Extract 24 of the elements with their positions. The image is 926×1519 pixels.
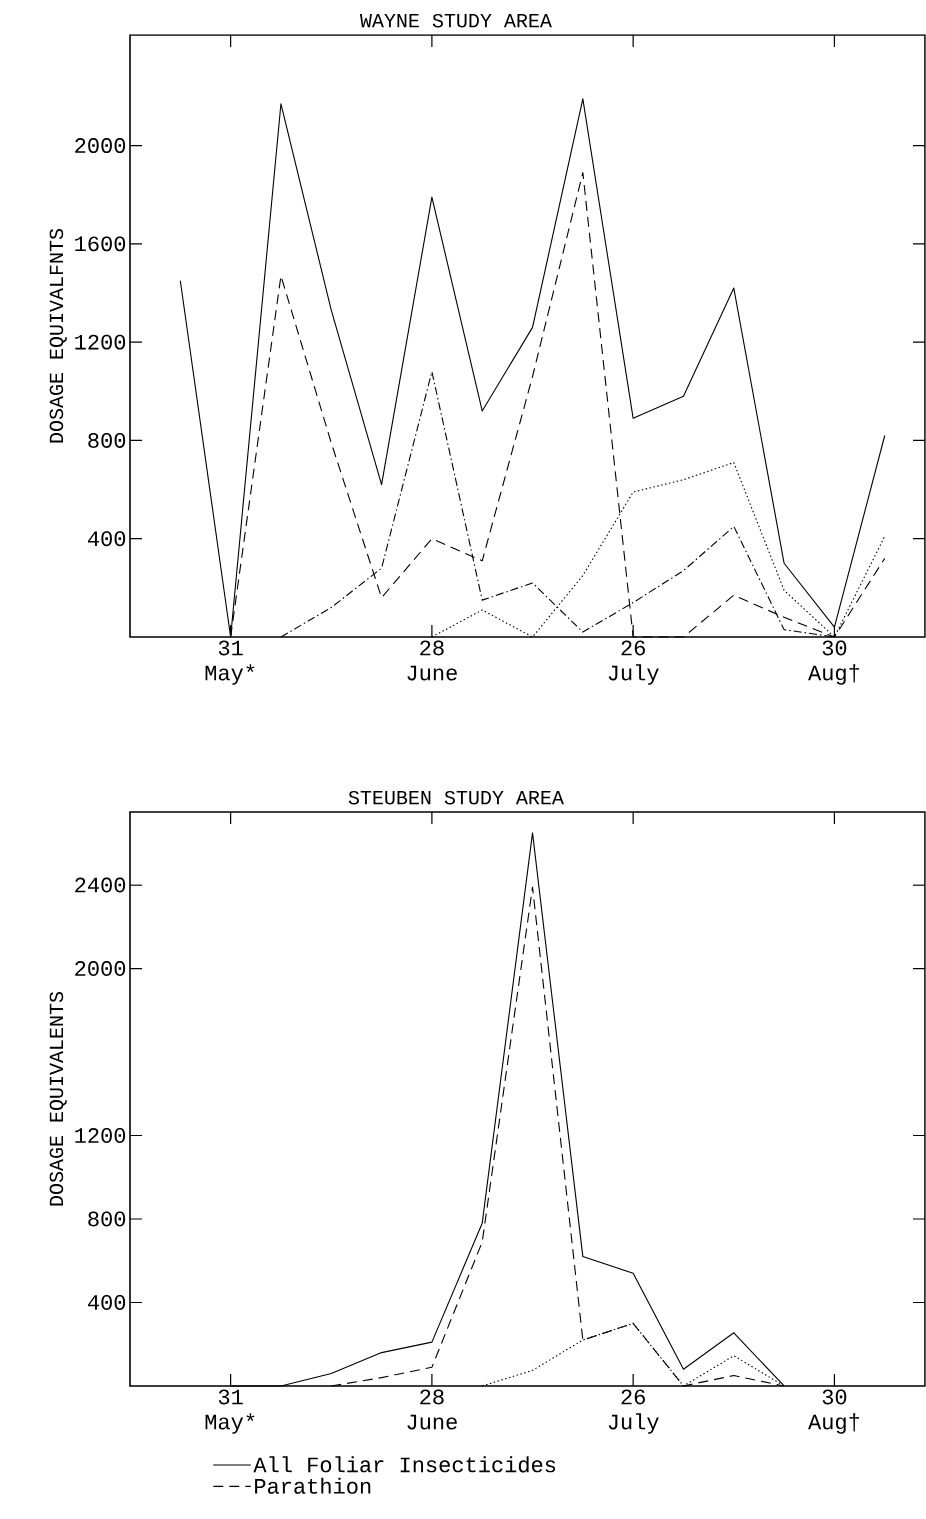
x-tick-label: 31 May* [205,1389,255,1434]
y-tick-label: 1600 [75,236,126,252]
y-tick-label: 2000 [75,138,126,154]
chart-title: STEUBEN STUDY AREA [348,790,565,805]
y-tick-label: 400 [88,531,126,547]
chart-title: WAYNE STUDY AREA [360,13,553,28]
x-tick-label: 30 Aug† [808,1389,859,1434]
y-tick-label: 400 [88,1295,126,1310]
legend-label: Parathion [255,1477,371,1494]
x-tick-label: 31 May* [205,640,255,685]
y-tick-label: 2000 [75,961,126,977]
x-tick-label: 28 June [407,640,457,681]
y-axis-title: DOSAGE EQUIVALFNTS [49,229,67,443]
legend-label: All Foliar Insecticides [253,1456,556,1473]
y-axis-title: DOSAGE EQUIVALENTS [49,992,67,1206]
y-tick-label: 800 [88,1211,126,1227]
x-tick-label: 28 June [407,1389,457,1430]
y-tick-label: 1200 [75,1128,126,1143]
x-tick-label: 30 Aug† [808,640,859,685]
y-tick-label: 1200 [75,334,126,350]
y-tick-label: 2400 [75,877,126,893]
x-tick-label: 26 July [608,640,659,685]
x-tick-label: 26 July [608,1389,659,1434]
y-tick-label: 800 [88,432,126,448]
